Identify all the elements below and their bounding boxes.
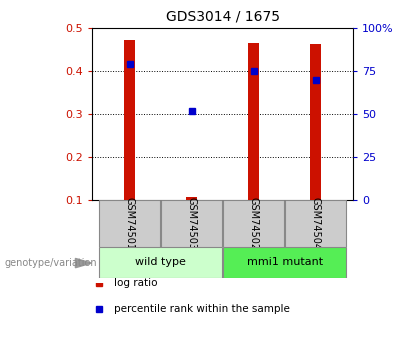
FancyBboxPatch shape: [99, 200, 160, 247]
Text: genotype/variation: genotype/variation: [4, 258, 97, 268]
Polygon shape: [76, 258, 92, 268]
Text: GSM74503: GSM74503: [186, 197, 197, 250]
Bar: [124, 40, 135, 200]
Text: mmi1 mutant: mmi1 mutant: [247, 257, 323, 267]
Text: GSM74504: GSM74504: [311, 197, 320, 250]
Bar: [248, 43, 259, 200]
FancyBboxPatch shape: [99, 247, 222, 278]
Text: percentile rank within the sample: percentile rank within the sample: [114, 305, 290, 314]
Text: GSM74501: GSM74501: [125, 197, 134, 250]
FancyBboxPatch shape: [285, 200, 346, 247]
FancyBboxPatch shape: [223, 200, 284, 247]
Text: log ratio: log ratio: [114, 278, 158, 288]
Title: GDS3014 / 1675: GDS3014 / 1675: [165, 10, 280, 24]
Bar: [310, 45, 321, 200]
FancyBboxPatch shape: [161, 200, 222, 247]
FancyBboxPatch shape: [223, 247, 346, 278]
Bar: [186, 197, 197, 200]
Text: wild type: wild type: [135, 257, 186, 267]
Text: GSM74502: GSM74502: [249, 197, 259, 250]
